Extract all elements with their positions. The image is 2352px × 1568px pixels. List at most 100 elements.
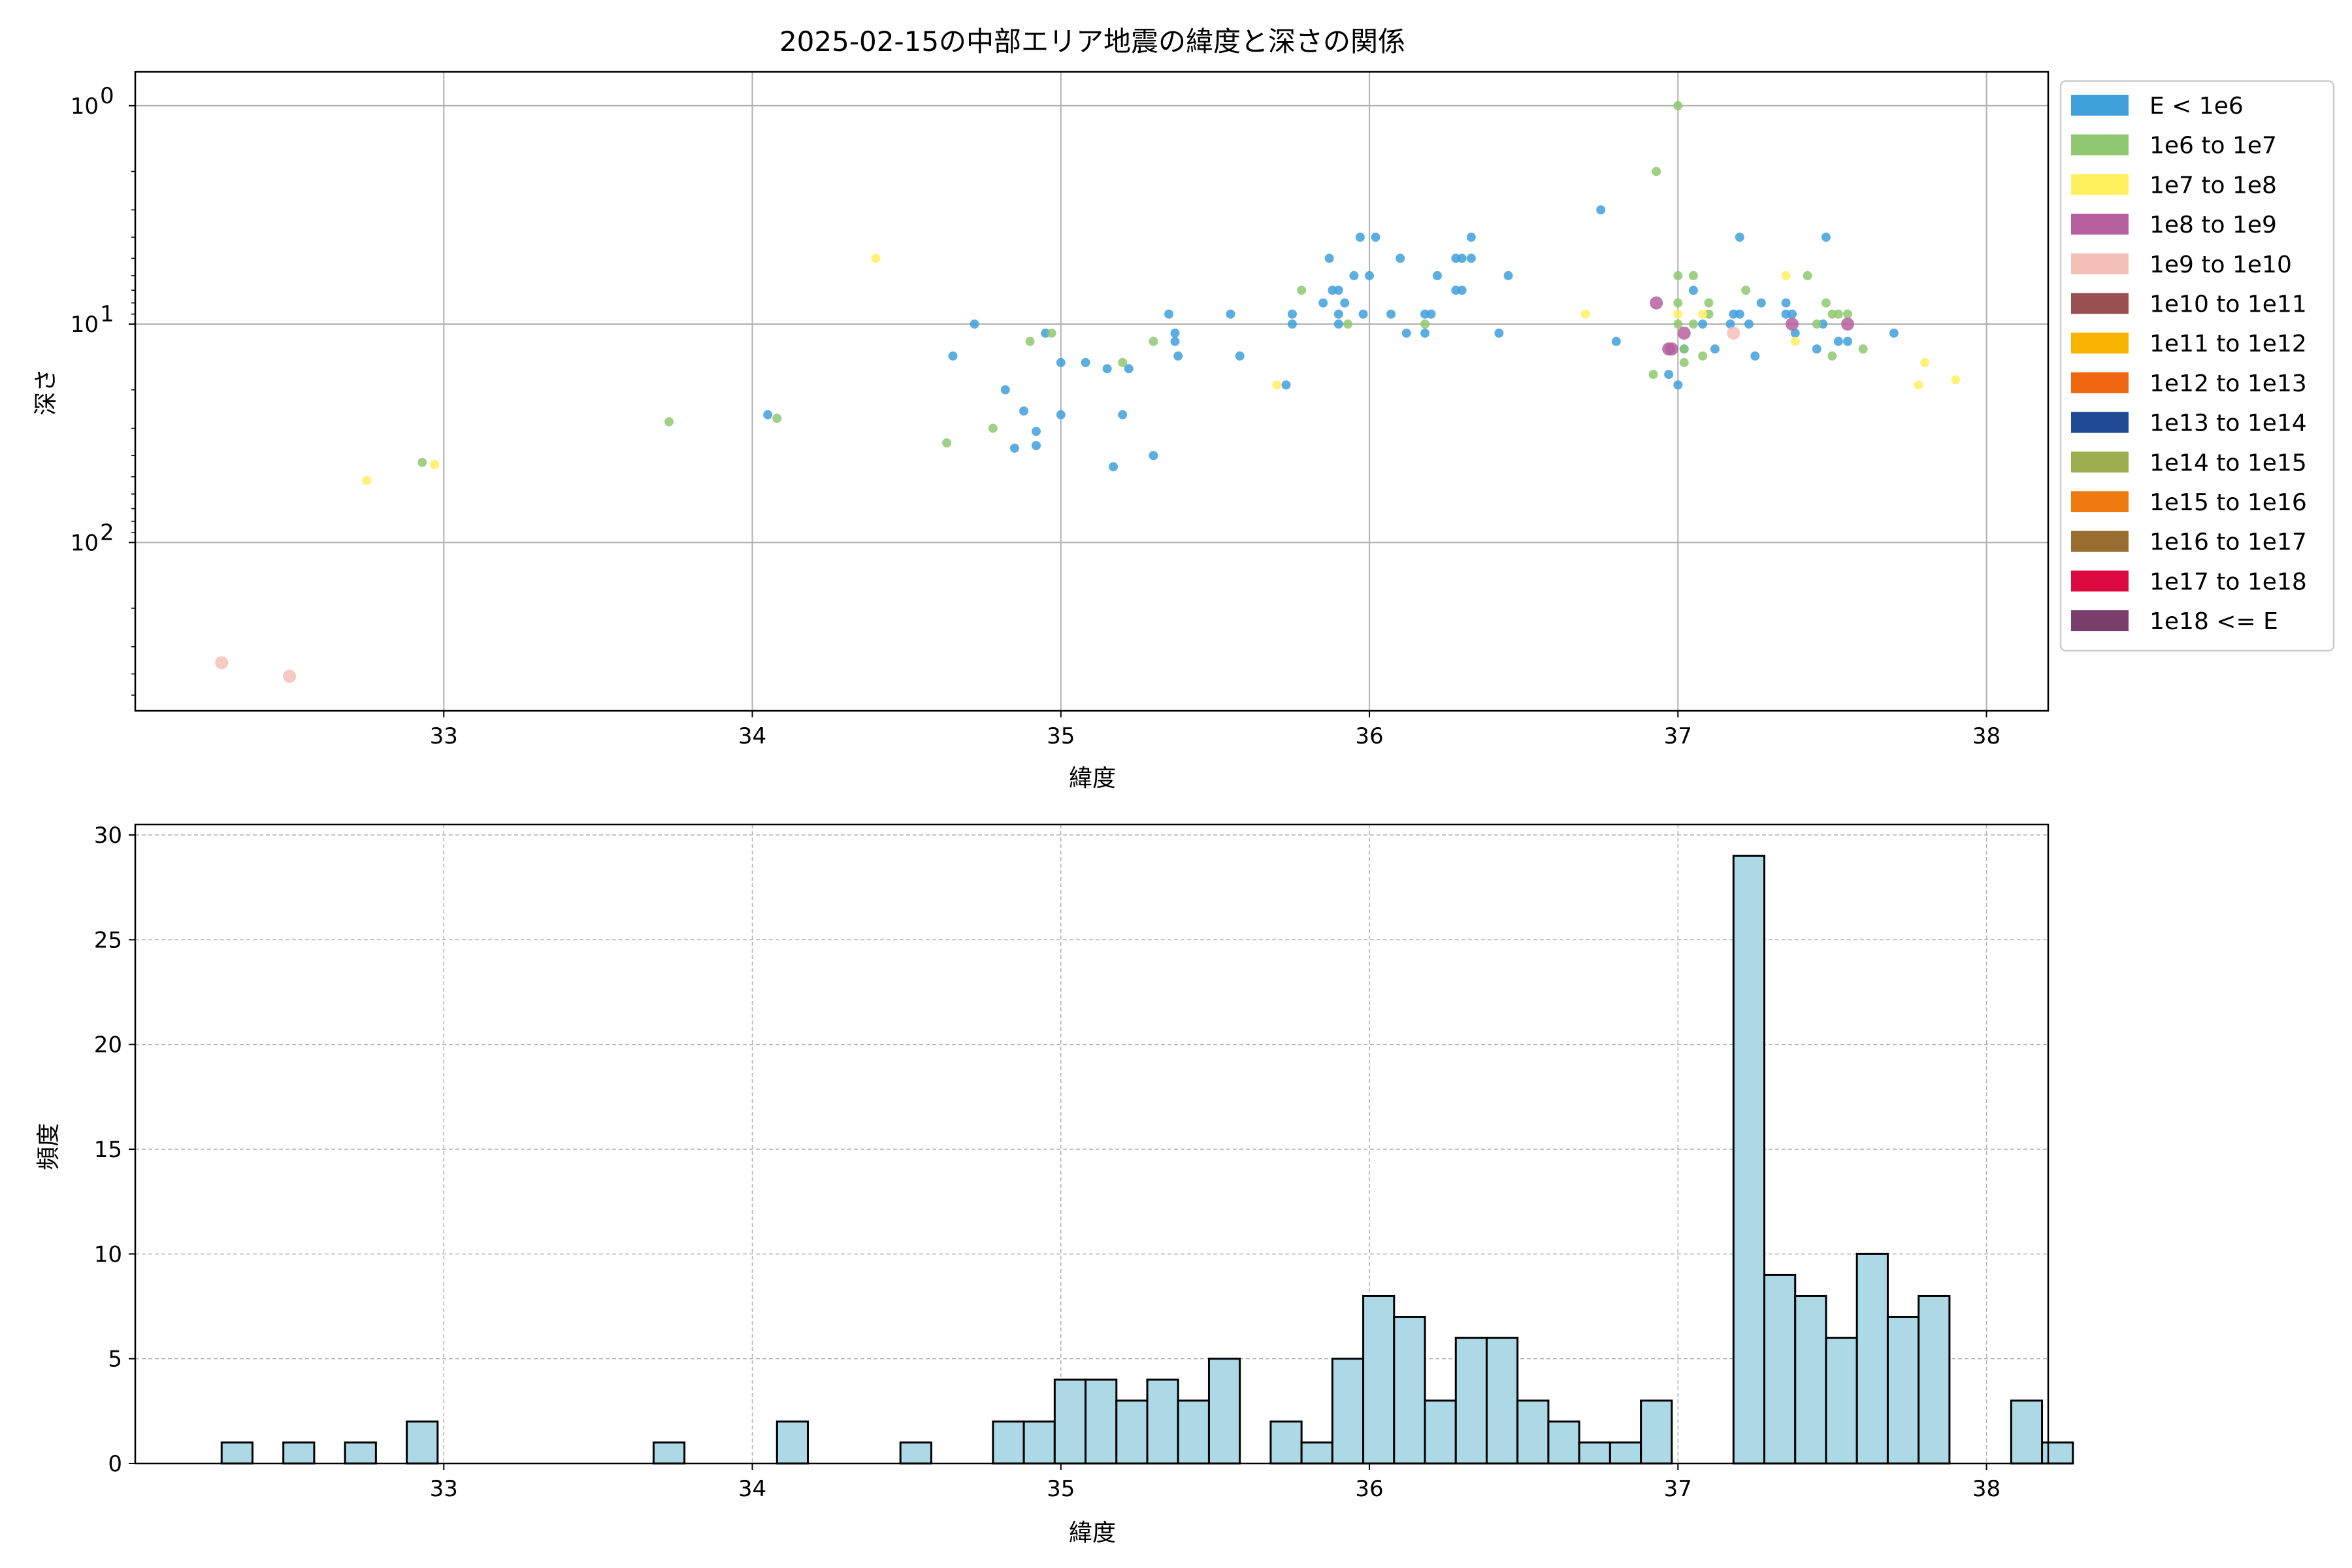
histogram-x-tick-label: 33 <box>430 1476 458 1502</box>
scatter-point <box>1698 319 1708 329</box>
scatter-x-tick-label: 33 <box>430 723 458 749</box>
scatter-point <box>1031 427 1041 436</box>
legend-swatch <box>2071 293 2129 314</box>
histogram-bar <box>1207 1358 1241 1465</box>
histogram-bar <box>1146 1379 1179 1465</box>
scatter-point <box>283 670 297 683</box>
scatter-point <box>215 656 229 670</box>
legend-swatch <box>2071 95 2129 116</box>
scatter-point <box>430 460 440 470</box>
histogram-y-tick-label: 10 <box>94 1241 122 1267</box>
histogram-bar <box>776 1420 809 1465</box>
histogram-x-tick-label: 35 <box>1047 1476 1075 1502</box>
scatter-point <box>1833 336 1843 346</box>
legend-swatch <box>2071 214 2129 235</box>
scatter-point <box>1333 286 1343 295</box>
scatter-y-tick-exponent: 2 <box>100 519 114 546</box>
scatter-point <box>1673 270 1683 280</box>
scatter-point <box>1124 364 1134 374</box>
legend-label: 1e12 to 1e13 <box>2149 370 2307 397</box>
scatter-point <box>1494 328 1504 338</box>
scatter-point <box>1698 309 1708 319</box>
histogram-x-label: 緯度 <box>1069 1520 1116 1546</box>
histogram-bar <box>1732 855 1766 1465</box>
scatter-point <box>1349 270 1359 280</box>
histogram-plot: 33 34 35 36 37 38 0 5 10 15 20 25 30 緯度 頻度 <box>35 823 2074 1546</box>
scatter-point <box>1401 328 1411 338</box>
histogram-bar <box>1578 1441 1611 1465</box>
histogram-bar <box>1855 1252 1889 1465</box>
legend-label: 1e13 to 1e14 <box>2149 410 2307 437</box>
legend-swatch <box>2071 174 2129 195</box>
scatter-point <box>1741 286 1751 295</box>
scatter-point <box>1056 410 1066 419</box>
histogram-bar <box>1640 1399 1673 1465</box>
histogram-y-tick-label: 20 <box>94 1032 122 1058</box>
scatter-points <box>215 101 1961 683</box>
legend-swatch <box>2071 412 2129 433</box>
histogram-bar <box>1763 1273 1797 1465</box>
scatter-point <box>1735 233 1744 242</box>
scatter-point <box>1019 406 1029 416</box>
legend-swatch <box>2071 372 2129 393</box>
legend: E < 1e6 1e6 to 1e7 1e7 to 1e8 1e8 to 1e9 1e9… <box>2059 80 2335 652</box>
scatter-point <box>1281 380 1291 390</box>
scatter-point <box>1365 270 1375 280</box>
scatter-point <box>1704 298 1714 308</box>
scatter-point <box>1226 309 1235 319</box>
scatter-point <box>1333 309 1343 319</box>
scatter-point <box>1650 296 1663 310</box>
scatter-point <box>1047 328 1056 338</box>
scatter-point <box>1324 253 1334 263</box>
scatter-point <box>1396 253 1405 263</box>
scatter-point <box>1343 319 1352 329</box>
histogram-frame <box>134 823 2050 1465</box>
scatter-x-label: 緯度 <box>1069 765 1116 792</box>
scatter-point <box>1596 205 1606 215</box>
histogram-bars <box>220 855 2074 1465</box>
scatter-point <box>1580 309 1590 319</box>
histogram-bar <box>1424 1399 1457 1465</box>
histogram-bar <box>1393 1316 1426 1465</box>
histogram-bar <box>220 1441 253 1465</box>
scatter-point <box>1781 298 1791 308</box>
scatter-point <box>1688 286 1698 295</box>
histogram-bar <box>992 1420 1025 1465</box>
scatter-point <box>1744 319 1754 329</box>
scatter-y-tick-exponent: 0 <box>100 83 114 109</box>
histogram-bar <box>1331 1358 1365 1465</box>
scatter-y-tick-exponent: 1 <box>100 301 114 327</box>
histogram-bar <box>1547 1420 1580 1465</box>
scatter-point <box>1827 351 1837 361</box>
scatter-point <box>1287 309 1297 319</box>
histogram-bar <box>2010 1399 2044 1465</box>
scatter-point <box>362 476 372 485</box>
scatter-point <box>1287 319 1297 329</box>
scatter-point <box>1664 370 1674 380</box>
histogram-bar <box>1918 1294 1951 1465</box>
scatter-point <box>1673 101 1683 110</box>
legend-label: 1e14 to 1e15 <box>2149 449 2307 476</box>
scatter-point <box>1821 233 1831 242</box>
scatter-x-tick-label: 34 <box>738 723 766 749</box>
legend-swatch <box>2071 491 2129 512</box>
scatter-point <box>1386 309 1396 319</box>
scatter-point <box>1673 380 1683 390</box>
scatter-point <box>1457 286 1467 295</box>
scatter-point <box>1000 385 1010 395</box>
scatter-point <box>1786 318 1799 331</box>
histogram-bar <box>1454 1337 1488 1465</box>
scatter-point <box>1118 410 1128 419</box>
scatter-frame <box>134 71 2050 712</box>
scatter-point <box>1750 351 1760 361</box>
histogram-bar <box>1022 1420 1056 1465</box>
legend-swatch <box>2071 333 2129 354</box>
scatter-point <box>1788 309 1797 319</box>
scatter-point <box>1673 319 1683 329</box>
scatter-point <box>1611 336 1621 346</box>
legend-label: 1e15 to 1e16 <box>2149 489 2307 516</box>
scatter-point <box>1781 270 1791 280</box>
scatter-point <box>1679 357 1689 367</box>
